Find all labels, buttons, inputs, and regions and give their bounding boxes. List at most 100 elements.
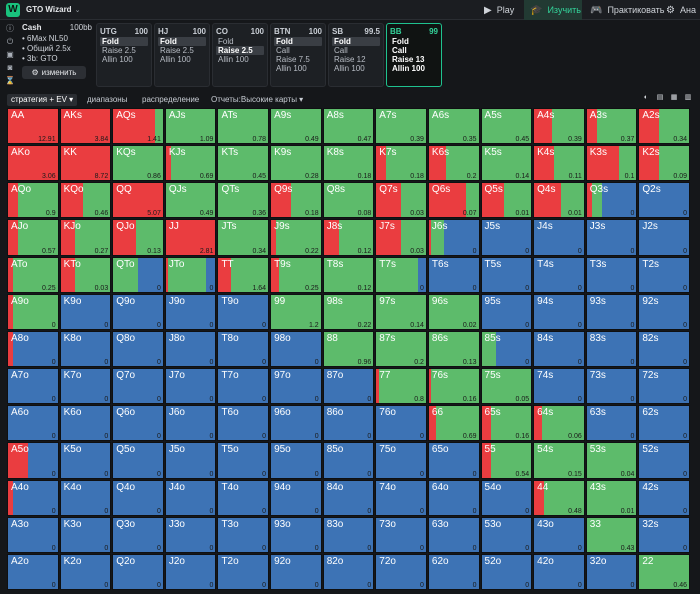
- position-card-hj[interactable]: HJ 100 Fold Raise 2.5 Allin 100: [154, 23, 210, 87]
- hand-cell-42s[interactable]: 42s 0: [638, 479, 690, 516]
- hand-cell-98s[interactable]: 98s 0.22: [322, 293, 375, 330]
- hand-cell-K4o[interactable]: K4o 0: [59, 479, 112, 516]
- columns-view-icon[interactable]: ▥: [684, 94, 692, 101]
- hand-cell-A2o[interactable]: A2o 0: [7, 553, 59, 590]
- info-icon[interactable]: ⓘ: [6, 24, 14, 33]
- hand-cell-J5s[interactable]: J5s 0: [480, 219, 533, 256]
- action-option[interactable]: Call: [276, 46, 290, 55]
- hand-cell-A3s[interactable]: A3s 0.37: [585, 108, 638, 145]
- hand-cell-K5s[interactable]: K5s 0.14: [480, 145, 533, 182]
- hand-cell-86s[interactable]: 86s 0.13: [427, 330, 480, 368]
- hand-cell-Q5s[interactable]: Q5s 0.01: [480, 182, 533, 219]
- hand-cell-74s[interactable]: 74s 0: [533, 368, 585, 405]
- hand-cell-93s[interactable]: 93s 0: [585, 293, 638, 330]
- hand-cell-K6o[interactable]: K6o 0: [59, 405, 112, 442]
- hand-cell-J9o[interactable]: J9o 0: [164, 293, 217, 330]
- hand-cell-K7o[interactable]: K7o 0: [59, 368, 112, 405]
- hand-cell-75o[interactable]: 75o 0: [375, 442, 427, 479]
- hand-cell-ATo[interactable]: ATo 0.25: [7, 256, 59, 293]
- hand-cell-A8s[interactable]: A8s 0.47: [322, 108, 375, 145]
- change-settings-button[interactable]: ⚙ изменить: [22, 66, 86, 79]
- action-option[interactable]: Fold: [158, 37, 206, 46]
- action-option[interactable]: Call: [392, 46, 407, 55]
- hand-cell-A5o[interactable]: A5o 0: [7, 442, 59, 479]
- position-card-sb[interactable]: SB 99.5 Fold Call Raise 12 Allin 100: [328, 23, 384, 87]
- tab-strategy-ev[interactable]: стратегия + EV ▾: [7, 94, 78, 106]
- hand-cell-75s[interactable]: 75s 0.05: [480, 368, 533, 405]
- hand-cell-96s[interactable]: 96s 0.02: [427, 293, 480, 330]
- hand-cell-A5s[interactable]: A5s 0.45: [480, 108, 533, 145]
- hand-cell-Q4s[interactable]: Q4s 0.01: [533, 182, 585, 219]
- action-option[interactable]: Raise 2.5: [102, 46, 136, 55]
- hand-cell-T2o[interactable]: T2o 0: [217, 553, 270, 590]
- hand-cell-Q4o[interactable]: Q4o 0: [112, 479, 164, 516]
- nav-play[interactable]: ▶ Play: [480, 0, 522, 20]
- hand-cell-97o[interactable]: 97o 0: [270, 368, 322, 405]
- hand-cell-J4o[interactable]: J4o 0: [164, 479, 217, 516]
- tab-ranges[interactable]: диапазоны: [87, 95, 128, 104]
- position-card-co[interactable]: CO 100 Fold Raise 2.5 Allin 100: [212, 23, 268, 87]
- hand-cell-A7s[interactable]: A7s 0.39: [375, 108, 427, 145]
- hand-cell-TT[interactable]: TT 1.64: [217, 256, 270, 293]
- hand-cell-54s[interactable]: 54s 0.15: [533, 442, 585, 479]
- hand-cell-95s[interactable]: 95s 0: [480, 293, 533, 330]
- hand-cell-A6o[interactable]: A6o 0: [7, 405, 59, 442]
- hand-cell-T7o[interactable]: T7o 0: [217, 368, 270, 405]
- hand-cell-97s[interactable]: 97s 0.14: [375, 293, 427, 330]
- action-option[interactable]: Allin 100: [160, 55, 191, 64]
- hand-cell-65o[interactable]: 65o 0: [427, 442, 480, 479]
- hourglass-icon[interactable]: ⌛: [5, 76, 15, 85]
- action-option[interactable]: Allin 100: [392, 64, 425, 73]
- hand-cell-84s[interactable]: 84s 0: [533, 330, 585, 368]
- hand-cell-94o[interactable]: 94o 0: [270, 479, 322, 516]
- tab-reports[interactable]: Отчеты:Высокие карты ▾: [211, 95, 304, 104]
- hand-cell-Q6s[interactable]: Q6s 0.07: [427, 182, 480, 219]
- hand-cell-QQ[interactable]: QQ 5.07: [112, 182, 164, 219]
- hand-cell-T5o[interactable]: T5o 0: [217, 442, 270, 479]
- action-option[interactable]: Allin 100: [334, 64, 365, 73]
- hand-cell-62o[interactable]: 62o 0: [427, 553, 480, 590]
- hand-cell-Q9s[interactable]: Q9s 0.18: [270, 182, 322, 219]
- hand-cell-AKs[interactable]: AKs 3.84: [59, 108, 112, 145]
- hand-cell-AQo[interactable]: AQo 0.9: [7, 182, 59, 219]
- hand-cell-22[interactable]: 22 0.46: [638, 553, 690, 590]
- hand-cell-T9s[interactable]: T9s 0.25: [270, 256, 322, 293]
- hand-cell-84o[interactable]: 84o 0: [322, 479, 375, 516]
- hand-cell-A8o[interactable]: A8o 0: [7, 330, 59, 368]
- hand-cell-A3o[interactable]: A3o 0: [7, 516, 59, 553]
- hand-cell-KJs[interactable]: KJs 0.69: [164, 145, 217, 182]
- logo-icon[interactable]: W: [6, 2, 20, 17]
- hand-cell-44[interactable]: 44 0.48: [533, 479, 585, 516]
- hand-cell-42o[interactable]: 42o 0: [533, 553, 585, 590]
- hand-cell-J3s[interactable]: J3s 0: [585, 219, 638, 256]
- nav-analyze[interactable]: ⚙ Ана: [662, 0, 700, 20]
- action-option[interactable]: Allin 100: [218, 55, 249, 64]
- hand-cell-43o[interactable]: 43o 0: [533, 516, 585, 553]
- hand-cell-K9s[interactable]: K9s 0.28: [270, 145, 322, 182]
- hand-cell-66[interactable]: 66 0.69: [427, 405, 480, 442]
- hand-cell-AKo[interactable]: AKo 3.06: [7, 145, 59, 182]
- hand-cell-KTo[interactable]: KTo 0.03: [59, 256, 112, 293]
- action-option[interactable]: Allin 100: [276, 64, 307, 73]
- hand-cell-83o[interactable]: 83o 0: [322, 516, 375, 553]
- position-card-bb[interactable]: BB 99 Fold Call Raise 13 Allin 100: [386, 23, 442, 87]
- hand-cell-A4o[interactable]: A4o 0: [7, 479, 59, 516]
- hand-cell-JJ[interactable]: JJ 2.81: [164, 219, 217, 256]
- hand-cell-Q7s[interactable]: Q7s 0.03: [375, 182, 427, 219]
- hand-cell-JTo[interactable]: JTo 0: [164, 256, 217, 293]
- hand-cell-52o[interactable]: 52o 0: [480, 553, 533, 590]
- hand-cell-ATs[interactable]: ATs 0.78: [217, 108, 270, 145]
- grid-view-icon[interactable]: ▦: [670, 94, 678, 101]
- hand-cell-Q5o[interactable]: Q5o 0: [112, 442, 164, 479]
- hand-cell-52s[interactable]: 52s 0: [638, 442, 690, 479]
- hand-cell-K6s[interactable]: K6s 0.2: [427, 145, 480, 182]
- hand-cell-T3o[interactable]: T3o 0: [217, 516, 270, 553]
- hand-cell-A9s[interactable]: A9s 0.49: [270, 108, 322, 145]
- hand-cell-55[interactable]: 55 0.54: [480, 442, 533, 479]
- save-icon[interactable]: ▣: [6, 50, 14, 59]
- hand-cell-A4s[interactable]: A4s 0.39: [533, 108, 585, 145]
- action-option[interactable]: Raise 2.5: [160, 46, 194, 55]
- hand-cell-T4s[interactable]: T4s 0: [533, 256, 585, 293]
- hand-cell-93o[interactable]: 93o 0: [270, 516, 322, 553]
- hand-cell-T4o[interactable]: T4o 0: [217, 479, 270, 516]
